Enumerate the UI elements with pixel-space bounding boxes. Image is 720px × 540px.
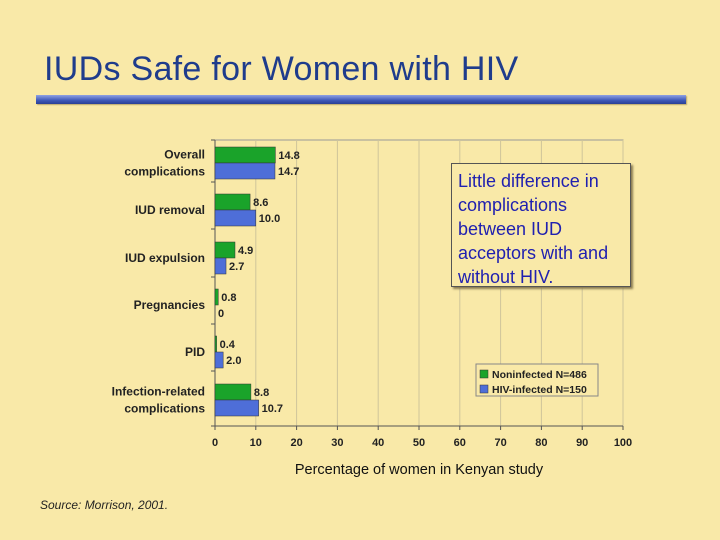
data-label: 2.7 [229,261,244,273]
x-tick-label: 60 [454,437,466,449]
category-label: Overall [164,148,205,162]
slide-title: IUDs Safe for Women with HIV [44,50,519,88]
legend-swatch [479,384,489,394]
bar-hiv-infected [214,399,259,417]
data-label: 0.4 [220,339,236,351]
legend-swatch [479,369,489,379]
x-tick-label: 50 [413,437,425,449]
bar-noninfected [214,193,251,211]
x-tick-label: 20 [290,437,302,449]
x-tick-label: 100 [614,437,632,449]
bar-hiv-infected [214,351,224,369]
data-label: 4.9 [238,245,253,257]
bar-noninfected [214,146,276,164]
category-label: complications [124,165,205,179]
bar-noninfected [214,288,219,306]
title-underline [36,95,686,104]
x-tick-label: 10 [250,437,262,449]
x-axis-label: Percentage of women in Kenyan study [295,462,544,478]
data-label: 10.7 [262,403,283,415]
data-label: 0 [218,308,224,320]
data-label: 14.8 [278,150,299,162]
category-label: PID [185,345,205,359]
data-label: 8.6 [253,197,268,209]
category-label: complications [124,402,205,416]
x-tick-label: 30 [331,437,343,449]
bar-noninfected [214,241,236,259]
x-tick-label: 40 [372,437,384,449]
bar-noninfected [214,383,252,401]
source-citation: Source: Morrison, 2001. [40,498,169,512]
category-label: IUD expulsion [125,251,205,265]
bar-hiv-infected [214,162,276,180]
x-tick-label: 90 [576,437,588,449]
data-label: 14.7 [278,166,299,178]
bar-hiv-infected [214,257,227,275]
x-tick-label: 80 [535,437,547,449]
x-tick-label: 0 [212,437,218,449]
legend-label: Noninfected N=486 [492,369,587,381]
category-label: Infection-related [112,385,205,399]
callout-box: Little difference in complications betwe… [451,163,631,287]
data-label: 8.8 [254,387,269,399]
legend-box [475,363,599,397]
x-tick-label: 70 [494,437,506,449]
category-label: Pregnancies [134,298,206,312]
legend-label: HIV-infected N=150 [492,384,587,396]
data-label: 2.0 [226,355,241,367]
data-label: 10.0 [259,213,280,225]
category-label: IUD removal [135,203,205,217]
bar-hiv-infected [214,209,257,227]
data-label: 0.8 [221,292,236,304]
bar-noninfected [214,335,217,353]
